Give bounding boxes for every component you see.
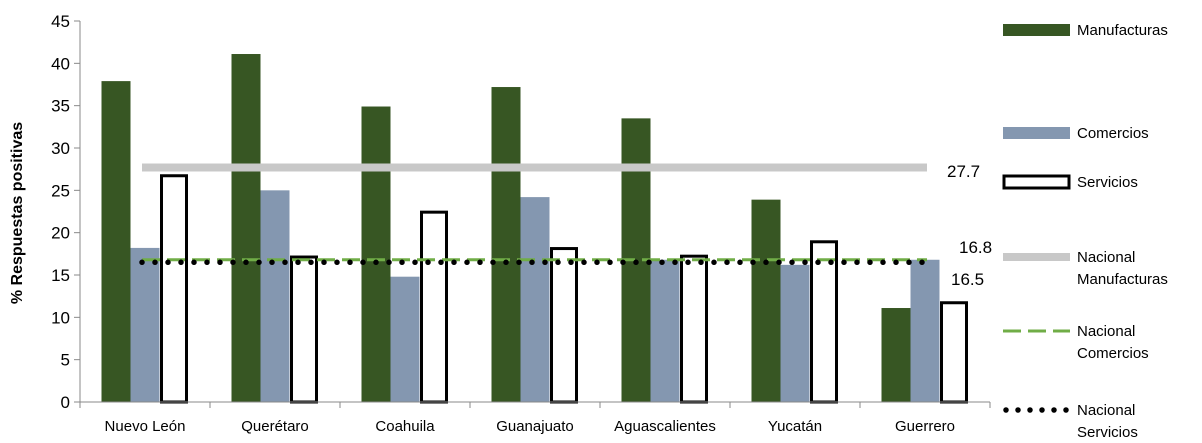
x-tick-label: Yucatán bbox=[768, 418, 822, 435]
x-tick-label: Coahuila bbox=[375, 418, 435, 435]
y-tick-label: 10 bbox=[51, 308, 70, 327]
x-tick-label: Querétaro bbox=[241, 418, 309, 435]
bar-comercios bbox=[260, 190, 290, 402]
bar-comercios bbox=[910, 259, 940, 402]
y-tick-label: 20 bbox=[51, 224, 70, 243]
bar-servicios bbox=[940, 301, 968, 404]
bar-comercios bbox=[520, 197, 550, 402]
bars bbox=[101, 54, 968, 404]
reference-lines: 27.7 16.8 16.5 bbox=[139, 162, 992, 289]
legend-swatch-servicios bbox=[1002, 174, 1071, 190]
bar-comercios bbox=[780, 264, 810, 402]
y-tick-label: 40 bbox=[51, 54, 70, 73]
y-tick-label: 45 bbox=[51, 12, 70, 31]
legend-label-comercios: Comercios bbox=[1077, 125, 1149, 142]
reference-value-label: 27.7 bbox=[947, 162, 980, 181]
legend-label-manufacturas: Manufacturas bbox=[1077, 22, 1168, 39]
y-axis: 0 5 10 15 20 25 30 35 40 45 bbox=[51, 12, 81, 412]
legend-label-servicios: Servicios bbox=[1077, 174, 1138, 191]
bar-manufacturas bbox=[231, 54, 261, 403]
bar-comercios bbox=[650, 259, 680, 402]
legend-label-nacional-manufacturas: Nacional Manufacturas bbox=[1077, 249, 1168, 288]
y-tick-label: 5 bbox=[61, 351, 70, 370]
x-tick-label: Aguascalientes bbox=[614, 418, 716, 435]
reference-value-label: 16.5 bbox=[951, 270, 984, 289]
legend: Manufacturas Comercios Servicios Nacional Ma… bbox=[1002, 22, 1168, 441]
y-tick-label: 25 bbox=[51, 181, 70, 200]
legend-swatch-manufacturas bbox=[1003, 24, 1070, 36]
legend-label-nacional-comercios: Nacional Comercios bbox=[1077, 323, 1149, 362]
x-tick-label: Guanajuato bbox=[496, 418, 574, 435]
bar-manufacturas bbox=[361, 106, 391, 402]
bar-comercios bbox=[130, 247, 160, 402]
y-tick-label: 30 bbox=[51, 139, 70, 158]
bar-servicios bbox=[550, 247, 578, 404]
y-axis-label: % Respuestas positivas bbox=[9, 122, 26, 304]
y-tick-label: 35 bbox=[51, 97, 70, 116]
legend-swatch-comercios bbox=[1003, 127, 1070, 139]
bar-servicios bbox=[420, 210, 448, 404]
bar-servicios bbox=[290, 255, 318, 404]
reference-value-label: 16.8 bbox=[959, 238, 992, 257]
bar-comercios bbox=[390, 276, 420, 402]
bar-manufacturas bbox=[881, 308, 911, 402]
bar-servicios bbox=[680, 254, 708, 404]
bar-servicios bbox=[160, 174, 188, 404]
bar-manufacturas bbox=[101, 81, 131, 402]
x-axis: Nuevo León Querétaro Coahuila Guanajuato Agu… bbox=[79, 401, 991, 435]
x-tick-label: Guerrero bbox=[895, 418, 955, 435]
legend-label-nacional-servicios: Nacional Servicios bbox=[1077, 402, 1138, 441]
x-tick-label: Nuevo León bbox=[105, 418, 186, 435]
bar-servicios bbox=[810, 240, 838, 404]
y-tick-label: 0 bbox=[61, 393, 70, 412]
bar-manufacturas bbox=[491, 87, 521, 402]
bar-manufacturas bbox=[751, 199, 781, 402]
y-tick-label: 15 bbox=[51, 266, 70, 285]
